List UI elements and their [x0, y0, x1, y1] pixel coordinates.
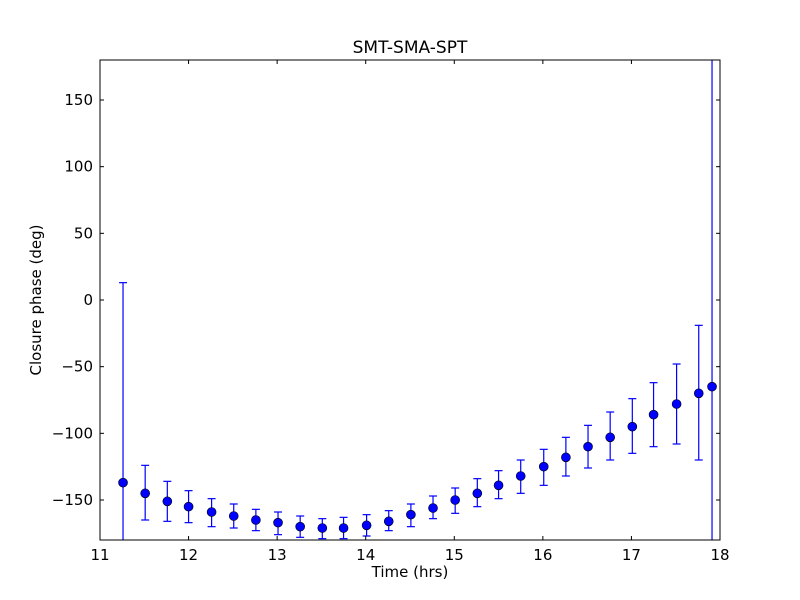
marker	[627, 421, 638, 432]
marker	[538, 461, 549, 472]
marker	[338, 523, 349, 533]
data-point	[406, 503, 416, 528]
data-point	[707, 60, 717, 540]
data-point	[583, 424, 593, 469]
data-point	[183, 490, 194, 524]
y-axis-label: Closure phase (deg)	[27, 225, 45, 376]
y-tick-label: 100	[64, 158, 93, 176]
marker	[583, 441, 593, 452]
data-point	[561, 436, 571, 477]
data-point	[428, 495, 438, 520]
data-point	[317, 518, 328, 540]
data-point	[273, 511, 283, 536]
y-tick-label: 150	[64, 91, 93, 109]
marker	[450, 495, 460, 505]
data-point	[605, 411, 615, 461]
data-point	[295, 515, 305, 538]
x-tick-label: 18	[710, 546, 729, 564]
data-point	[648, 382, 659, 448]
marker	[605, 432, 615, 443]
data-point	[671, 363, 682, 445]
marker	[140, 488, 150, 499]
marker	[295, 521, 305, 532]
x-tick-label: 12	[179, 546, 198, 564]
marker	[317, 523, 328, 533]
x-axis-label: Time (hrs)	[371, 563, 449, 581]
data-point	[538, 448, 549, 486]
data-point	[228, 503, 239, 529]
data-point	[450, 487, 460, 514]
marker	[515, 471, 526, 481]
y-tick-label: 0	[83, 291, 93, 309]
data-point	[338, 516, 349, 540]
data-point	[162, 480, 173, 522]
y-tick-label: 50	[74, 224, 93, 242]
marker	[693, 388, 704, 399]
data-point	[140, 464, 150, 521]
marker	[493, 480, 504, 491]
data-point	[383, 510, 394, 532]
axes-frame	[99, 59, 721, 541]
data-point	[493, 470, 504, 500]
marker	[648, 409, 659, 420]
data-point	[693, 324, 704, 461]
data-point	[251, 508, 261, 532]
marker	[228, 511, 239, 521]
marker	[707, 381, 717, 392]
marker	[406, 509, 416, 520]
x-tick-label: 14	[356, 546, 375, 564]
marker	[162, 496, 173, 507]
data-point	[472, 478, 483, 508]
x-tick-label: 11	[90, 546, 109, 564]
marker	[561, 452, 571, 463]
marker	[206, 507, 217, 517]
y-tick-label: −50	[61, 358, 93, 376]
data-point	[361, 514, 372, 537]
x-tick-label: 13	[268, 546, 287, 564]
marker	[118, 477, 128, 488]
marker	[671, 399, 682, 409]
x-tick-label: 15	[445, 546, 464, 564]
x-tick-label: 17	[622, 546, 641, 564]
marker	[428, 503, 438, 513]
data-point	[206, 498, 217, 528]
marker	[183, 501, 194, 512]
x-tick-label: 16	[533, 546, 552, 564]
data-point	[118, 282, 128, 540]
plot-area	[118, 60, 717, 540]
data-point	[627, 398, 638, 454]
chart-title: SMT-SMA-SPT	[353, 38, 468, 58]
marker	[273, 517, 283, 528]
marker	[472, 488, 483, 499]
marker	[251, 515, 261, 525]
marker	[383, 516, 394, 527]
data-point	[515, 459, 526, 494]
y-tick-label: −150	[52, 491, 93, 509]
y-tick-label: −100	[52, 424, 93, 442]
marker	[361, 520, 372, 531]
